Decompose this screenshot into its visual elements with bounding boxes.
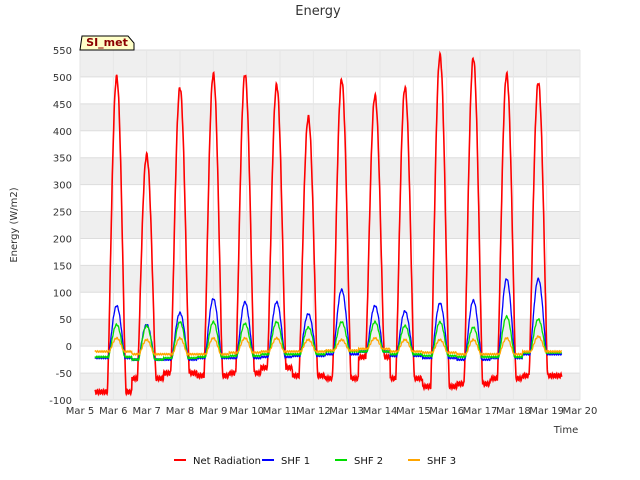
y-tick-label: 550: [53, 46, 72, 57]
y-axis: -100 -50 0 50 100 150 200 250 300 350 400 450 500 550: [49, 46, 72, 407]
series-layer: [94, 50, 563, 397]
y-tick-label: 450: [53, 100, 72, 111]
x-tick-label: Mar 11: [263, 406, 298, 417]
x-tick-label: Mar 15: [396, 406, 431, 417]
legend-label: SHF 1: [281, 456, 310, 467]
y-tick-label: 0: [66, 342, 72, 353]
series-line-shf-3: [94, 335, 562, 358]
x-tick-label: Mar 13: [329, 406, 364, 417]
x-tick-label: Mar 8: [166, 406, 194, 417]
grid-band: [80, 50, 580, 77]
x-tick-label: Mar 14: [363, 406, 398, 417]
x-axis-label: Time: [553, 425, 578, 436]
x-tick-label: Mar 5: [66, 406, 94, 417]
x-tick-label: Mar 12: [296, 406, 331, 417]
grid-band: [80, 157, 580, 185]
x-tick-label: Mar 10: [229, 406, 264, 417]
site-badge: SI_met: [79, 35, 135, 51]
y-tick-label: 400: [53, 127, 72, 138]
legend-label: SHF 3: [427, 456, 456, 467]
y-tick-label: 300: [53, 181, 72, 192]
legend-label: Net Radiation: [193, 456, 261, 467]
legend: Net Radiation SHF 1 SHF 2 SHF 3: [174, 456, 456, 467]
y-tick-label: 150: [53, 261, 72, 272]
y-tick-label: -50: [56, 369, 72, 380]
y-tick-label: -100: [49, 396, 72, 407]
badge-label: SI_met: [86, 36, 128, 49]
x-tick-label: Mar 19: [529, 406, 564, 417]
x-tick-label: Mar 7: [132, 406, 160, 417]
x-tick-label: Mar 18: [496, 406, 531, 417]
grid-band: [80, 319, 580, 347]
grid-band: [80, 211, 580, 239]
y-tick-label: 250: [53, 208, 72, 219]
y-tick-label: 350: [53, 154, 72, 165]
grid-band: [80, 265, 580, 293]
y-axis-label: Energy (W/m2): [9, 187, 20, 262]
series-line-net-radiation: [94, 50, 563, 397]
legend-label: SHF 2: [354, 456, 383, 467]
chart-title: Energy: [295, 4, 341, 19]
x-tick-label: Mar 9: [199, 406, 227, 417]
y-tick-label: 100: [53, 288, 72, 299]
x-tick-label: Mar 20: [563, 406, 598, 417]
x-tick-label: Mar 16: [429, 406, 464, 417]
x-tick-label: Mar 17: [463, 406, 498, 417]
y-tick-label: 500: [53, 73, 72, 84]
x-tick-label: Mar 6: [99, 406, 127, 417]
y-tick-label: 50: [59, 315, 72, 326]
grid-band: [80, 103, 580, 131]
badge-box: [79, 35, 135, 51]
y-tick-label: 200: [53, 234, 72, 245]
